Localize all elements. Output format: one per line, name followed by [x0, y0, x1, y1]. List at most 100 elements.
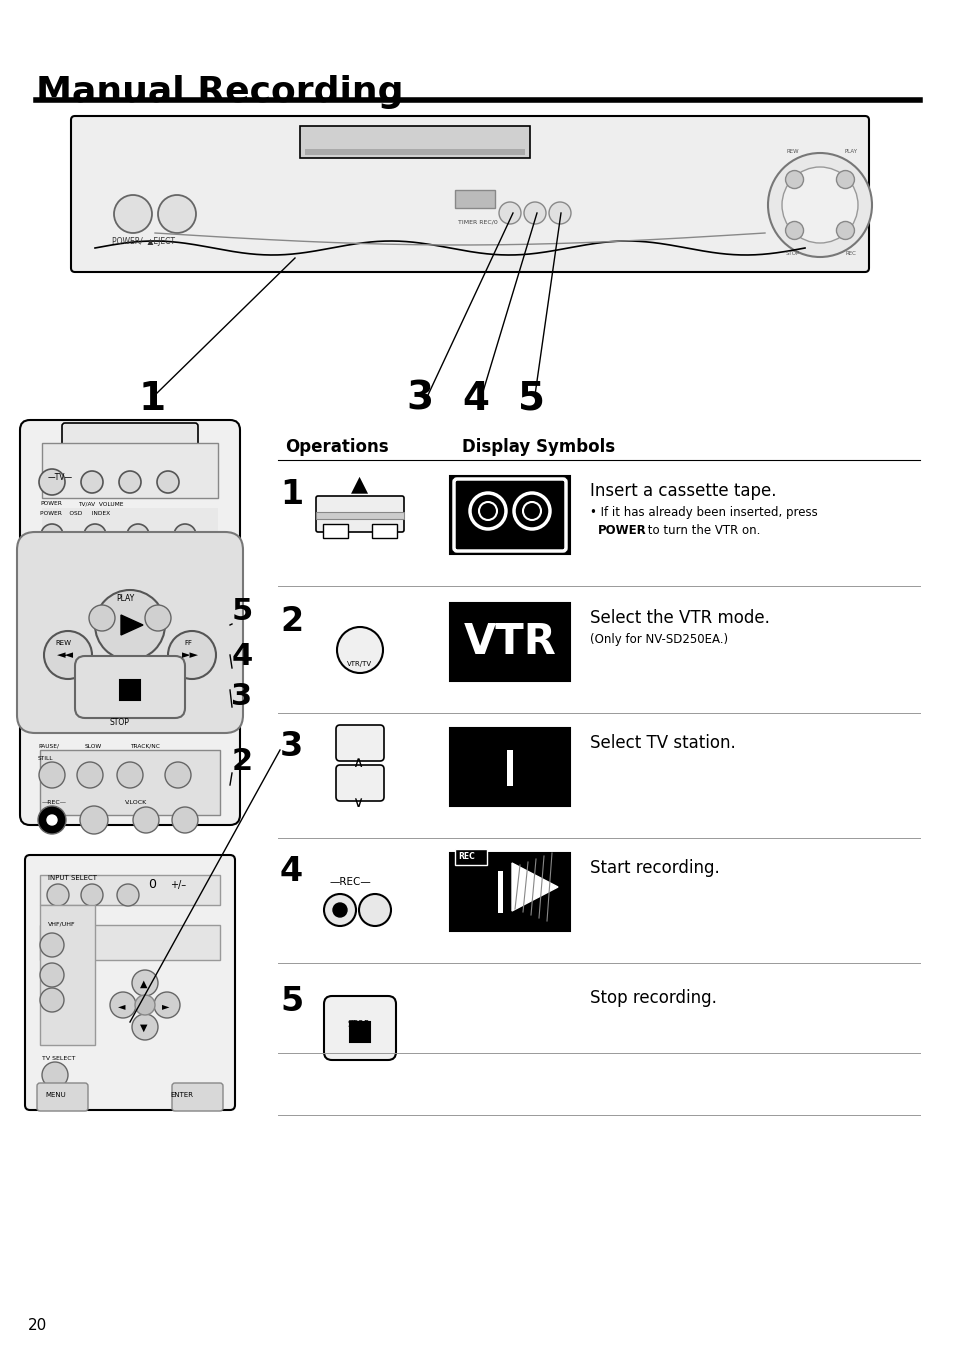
Bar	[42, 442, 218, 498]
Text: POWER/  ▲EJECT: POWER/ ▲EJECT	[112, 237, 174, 246]
Bar	[455, 849, 486, 865]
Circle shape	[132, 1014, 158, 1040]
Text: POWER: POWER	[598, 523, 646, 537]
Bar	[450, 728, 569, 805]
Circle shape	[523, 202, 545, 224]
Text: STOP: STOP	[110, 718, 130, 727]
Circle shape	[836, 221, 854, 240]
Circle shape	[119, 471, 141, 492]
Bar	[299, 125, 530, 158]
Bar	[323, 523, 348, 538]
Bar	[455, 190, 495, 208]
Text: 2: 2	[232, 747, 253, 776]
Text: 3: 3	[232, 683, 253, 711]
Circle shape	[324, 894, 355, 925]
Circle shape	[39, 469, 65, 495]
Text: REW: REW	[55, 639, 71, 646]
Bar	[120, 680, 140, 700]
Circle shape	[81, 884, 103, 907]
Circle shape	[84, 523, 106, 546]
Circle shape	[40, 987, 64, 1012]
Circle shape	[153, 992, 180, 1018]
Text: Select the VTR mode.: Select the VTR mode.	[589, 608, 769, 627]
Circle shape	[77, 762, 103, 788]
FancyBboxPatch shape	[75, 656, 185, 718]
Circle shape	[132, 970, 158, 996]
Circle shape	[41, 523, 63, 546]
Circle shape	[110, 992, 136, 1018]
Text: 20: 20	[28, 1318, 48, 1333]
Circle shape	[145, 604, 171, 631]
Text: 1: 1	[138, 380, 166, 418]
Bar	[40, 925, 220, 960]
Text: ∨: ∨	[352, 795, 363, 809]
Circle shape	[158, 196, 195, 233]
Circle shape	[336, 627, 382, 673]
FancyBboxPatch shape	[20, 420, 240, 826]
Circle shape	[157, 471, 179, 492]
FancyBboxPatch shape	[25, 855, 234, 1110]
Text: ∧: ∧	[352, 755, 363, 770]
Circle shape	[784, 221, 802, 240]
Text: —REC—: —REC—	[330, 877, 372, 888]
Bar	[372, 523, 396, 538]
Circle shape	[38, 805, 66, 834]
Text: STILL: STILL	[38, 755, 53, 761]
Text: 5: 5	[518, 380, 545, 418]
Text: VTR/TV: VTR/TV	[347, 661, 372, 666]
Circle shape	[548, 202, 571, 224]
Text: Operations: Operations	[285, 438, 388, 456]
Circle shape	[478, 502, 497, 519]
Bar	[506, 750, 513, 786]
Text: ◄◄: ◄◄	[57, 650, 74, 660]
FancyBboxPatch shape	[315, 496, 403, 532]
FancyBboxPatch shape	[324, 996, 395, 1060]
Bar	[350, 1023, 370, 1041]
Text: 2: 2	[280, 604, 303, 638]
Text: VHF/UHF: VHF/UHF	[48, 921, 75, 925]
Text: 3: 3	[406, 380, 433, 418]
FancyBboxPatch shape	[335, 724, 384, 761]
Bar	[315, 513, 403, 519]
Text: ▲: ▲	[351, 473, 368, 494]
Circle shape	[135, 996, 154, 1014]
Text: to turn the VTR on.: to turn the VTR on.	[643, 523, 760, 537]
Circle shape	[81, 471, 103, 492]
Bar	[450, 853, 569, 931]
Text: 4: 4	[462, 380, 489, 418]
Text: VTR: VTR	[463, 621, 556, 662]
Circle shape	[42, 1062, 68, 1089]
Circle shape	[784, 170, 802, 189]
Polygon shape	[121, 615, 143, 635]
Text: 5: 5	[232, 598, 253, 626]
Circle shape	[836, 170, 854, 189]
Circle shape	[127, 523, 149, 546]
Text: • If it has already been inserted, press: • If it has already been inserted, press	[589, 506, 817, 519]
Text: +/–: +/–	[170, 880, 186, 890]
Circle shape	[89, 604, 115, 631]
Bar	[450, 476, 569, 554]
Text: 5: 5	[280, 985, 303, 1018]
Text: TIMER REC/0: TIMER REC/0	[457, 220, 497, 225]
Bar	[40, 750, 220, 815]
Text: POWER    OSD     INDEX: POWER OSD INDEX	[40, 511, 110, 517]
Text: V.LOCK: V.LOCK	[125, 800, 147, 805]
Text: REC: REC	[844, 251, 856, 256]
Polygon shape	[512, 863, 558, 911]
Text: —REC—: —REC—	[42, 800, 67, 805]
Bar	[497, 871, 502, 913]
Text: —TV—: —TV—	[48, 473, 73, 482]
Circle shape	[333, 902, 347, 917]
Circle shape	[165, 762, 191, 788]
Circle shape	[95, 590, 165, 660]
Circle shape	[47, 815, 57, 826]
Circle shape	[117, 762, 143, 788]
Circle shape	[172, 807, 198, 832]
Text: Select TV station.: Select TV station.	[589, 734, 735, 751]
Bar	[450, 603, 569, 681]
Text: 1: 1	[280, 478, 303, 511]
Bar	[305, 148, 524, 155]
Circle shape	[168, 631, 215, 679]
Text: Stop recording.: Stop recording.	[589, 989, 716, 1006]
FancyBboxPatch shape	[71, 116, 868, 272]
